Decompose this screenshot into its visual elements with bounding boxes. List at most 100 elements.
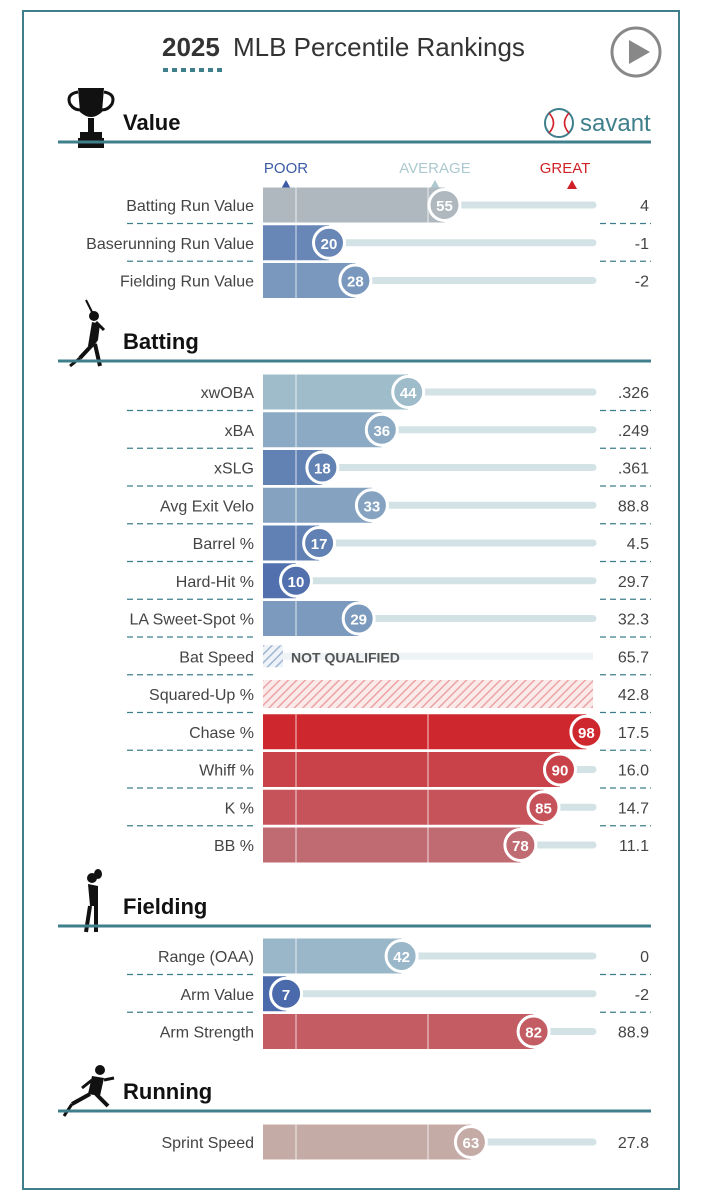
- great-marker: [567, 180, 577, 189]
- metric-label: xBA: [225, 423, 255, 440]
- metric-row: xSLG .361 18: [127, 450, 651, 487]
- percentile-value: 44: [400, 385, 417, 402]
- percentile-bubble: [526, 790, 561, 825]
- metric-value: -2: [635, 274, 649, 291]
- percentile-value: 17: [311, 536, 328, 553]
- metric-value: -1: [635, 236, 649, 253]
- metric-row: BB % 11.1 78: [214, 827, 649, 863]
- metric-row: Bat Speed 65.7 NOT QUALIFIED: [127, 645, 651, 676]
- card-frame: [22, 10, 680, 1190]
- metric-value: 0: [640, 949, 649, 966]
- percentile-bubble: [391, 375, 426, 409]
- percentile-value: 85: [535, 800, 552, 817]
- metric-label: K %: [225, 800, 254, 817]
- batter-icon: [69, 299, 106, 368]
- title-year: 2025: [162, 32, 220, 62]
- metric-label: Avg Exit Velo: [160, 498, 254, 515]
- not-qualified-label: NOT QUALIFIED: [291, 649, 400, 665]
- percentile-bubble: [453, 1125, 488, 1159]
- trophy-icon: [67, 88, 115, 148]
- scale-legend: POOR AVERAGE GREAT: [264, 160, 590, 189]
- metric-label: Arm Value: [180, 987, 254, 1004]
- metric-row: Batting Run Value 4 55: [126, 187, 651, 225]
- scale-poor-label: POOR: [264, 160, 308, 177]
- percentile-bubble: [302, 526, 337, 560]
- metric-label: Whiff %: [199, 763, 254, 780]
- metric-row: Barrel % 4.5 17: [127, 525, 651, 563]
- percentile-bubble: [427, 188, 462, 222]
- percentile-value: 90: [552, 763, 569, 780]
- metric-row: Sprint Speed 27.8 63: [161, 1124, 649, 1160]
- section-fielding: Fielding Range (OAA) 0 42 Arm Value -2 7 Arm St…: [58, 894, 651, 1049]
- percentile-bubble: [354, 488, 389, 523]
- metric-value: .361: [618, 461, 649, 478]
- page-title: MLB Percentile Rankings: [233, 32, 525, 62]
- fielder-icon: [84, 869, 102, 933]
- percentile-bubble: [569, 714, 604, 749]
- percentile-bar: [263, 714, 587, 750]
- percentile-value: 10: [288, 574, 305, 591]
- section-value: Value Batting Run Value 4 55 Baserunning Run…: [58, 110, 651, 298]
- savant-brand: savant: [544, 108, 651, 138]
- scale-great-label: GREAT: [540, 160, 591, 177]
- metric-value: 14.7: [618, 800, 649, 817]
- percentile-value: 36: [373, 423, 390, 440]
- percentile-bar: [263, 1014, 534, 1049]
- percentile-value: 63: [463, 1135, 480, 1152]
- metric-label: BB %: [214, 838, 254, 855]
- metric-row: xBA .249 36: [127, 412, 651, 449]
- metric-row: Hard-Hit % 29.7 10: [127, 563, 651, 600]
- metric-value: 88.9: [618, 1025, 649, 1042]
- percentile-bar: [263, 827, 521, 863]
- percentile-value: 98: [578, 725, 595, 742]
- metric-row: Fielding Run Value -2 28: [120, 263, 649, 298]
- metric-value: -2: [635, 987, 649, 1004]
- metric-value: 29.7: [618, 574, 649, 591]
- section-title-running: Running: [123, 1079, 212, 1104]
- metric-value: 65.7: [618, 649, 649, 666]
- hatched-bar: [263, 680, 593, 708]
- metric-row: Squared-Up % 42.8: [127, 680, 651, 714]
- scale-average-label: AVERAGE: [399, 160, 470, 177]
- metric-label: Sprint Speed: [161, 1135, 254, 1152]
- metric-label: Batting Run Value: [126, 198, 254, 215]
- metric-label: Fielding Run Value: [120, 274, 254, 291]
- not-qualified-swatch: [263, 645, 283, 668]
- metric-label: Chase %: [189, 725, 254, 742]
- percentile-bubble: [305, 450, 340, 485]
- metric-row: Arm Value -2 7: [127, 976, 651, 1013]
- percentile-value: 42: [393, 949, 410, 966]
- metric-label: Barrel %: [193, 536, 254, 553]
- metric-value: 27.8: [618, 1135, 649, 1152]
- metric-row: Range (OAA) 0 42: [127, 938, 651, 976]
- section-title-batting: Batting: [123, 329, 199, 354]
- metric-row: Arm Strength 88.9 82: [160, 1014, 649, 1049]
- percentile-value: 33: [364, 498, 381, 515]
- metric-value: 11.1: [619, 838, 649, 855]
- percentile-bar: [263, 752, 560, 787]
- metric-value: .326: [618, 385, 649, 402]
- metric-row: Whiff % 16.0 90: [127, 752, 651, 789]
- percentile-value: 82: [525, 1025, 542, 1042]
- metric-value: 88.8: [618, 498, 649, 515]
- baseball-icon: [544, 108, 574, 138]
- metric-label: Range (OAA): [158, 949, 254, 966]
- percentile-bar: [263, 187, 445, 223]
- metric-label: Bat Speed: [179, 649, 254, 666]
- brand-name: savant: [580, 110, 651, 137]
- metric-label: Baserunning Run Value: [86, 236, 254, 253]
- metric-value: 4.5: [627, 536, 649, 553]
- metric-label: LA Sweet-Spot %: [129, 612, 254, 629]
- percentile-value: 28: [347, 274, 364, 291]
- percentile-bubble: [384, 939, 419, 973]
- section-title-fielding: Fielding: [123, 894, 207, 919]
- percentile-value: 20: [321, 236, 338, 253]
- percentile-bar: [263, 412, 382, 448]
- play-button[interactable]: [610, 26, 662, 78]
- percentile-value: 29: [350, 612, 367, 629]
- percentile-value: 7: [282, 987, 290, 1004]
- metric-row: Avg Exit Velo 88.8 33: [127, 487, 651, 525]
- percentile-bar: [263, 789, 544, 825]
- play-icon[interactable]: [629, 40, 650, 64]
